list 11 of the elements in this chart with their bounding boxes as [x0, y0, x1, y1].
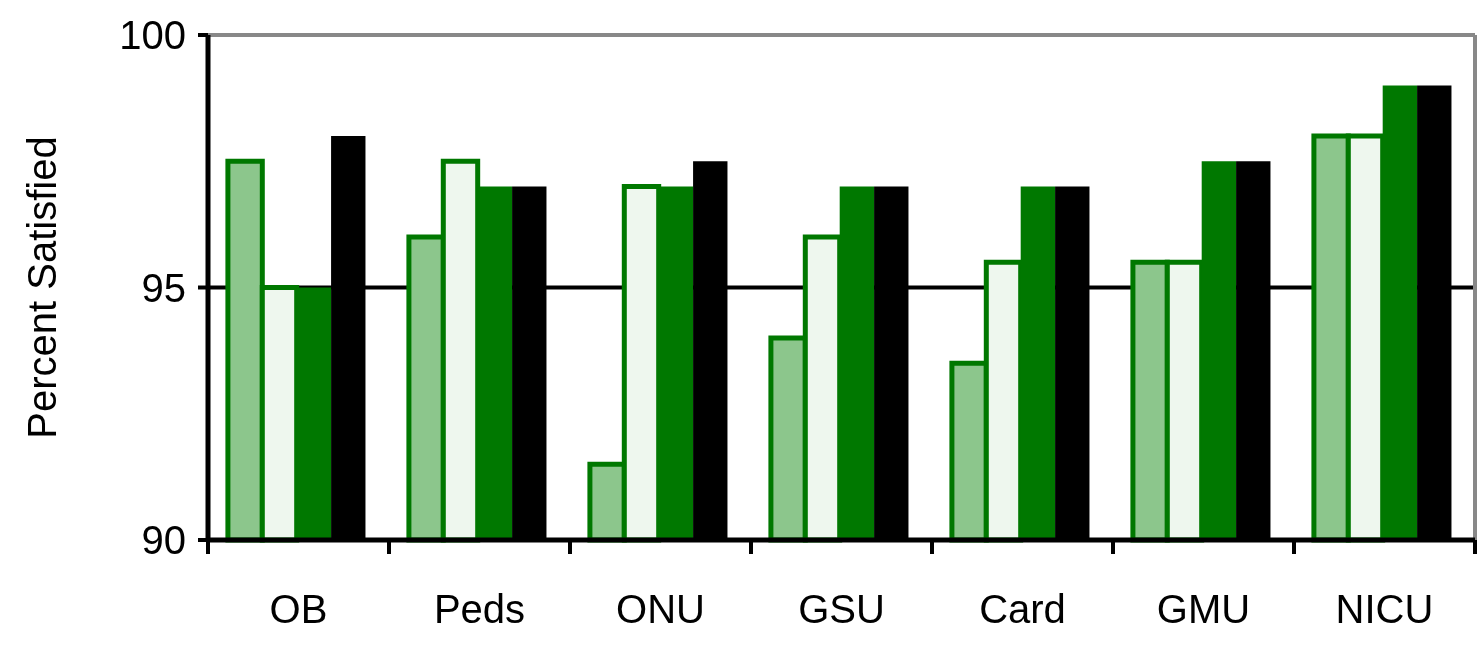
y-tick-label: 100 [119, 13, 186, 57]
y-tick-label: 90 [141, 518, 186, 562]
x-tick-label: GMU [1156, 587, 1251, 631]
x-tick-label: GSU [798, 587, 885, 631]
y-tick-label: 95 [141, 265, 186, 310]
x-tick-label: Card [979, 587, 1066, 631]
x-tick-label: NICU [1335, 587, 1434, 631]
x-tick-label: Peds [433, 587, 526, 631]
x-tick-label: ONU [616, 587, 705, 631]
x-tick-label: OB [269, 587, 328, 631]
y-axis-title: Percent Satisfied [20, 136, 64, 439]
